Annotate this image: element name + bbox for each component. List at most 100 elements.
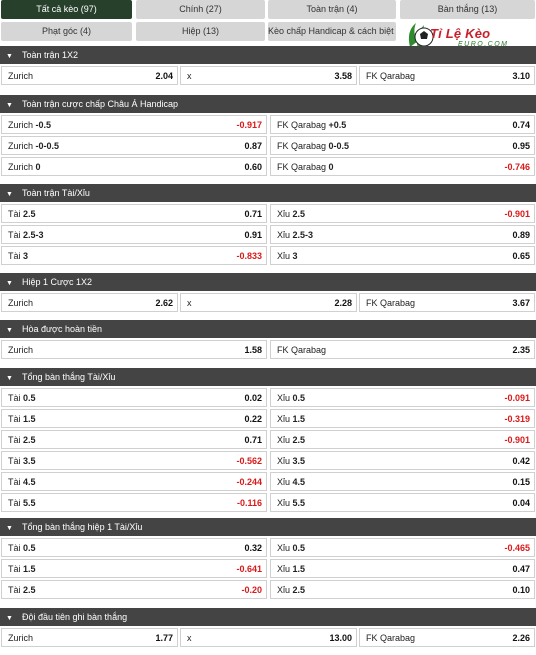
tab-corners[interactable]: Phạt góc (4): [1, 22, 132, 41]
outcome-label: Zurich: [8, 298, 33, 308]
odds-cell[interactable]: Tài 2.5 0.71: [1, 430, 267, 449]
odds-cell[interactable]: Tài 4.5 -0.244: [1, 472, 267, 491]
odds-cell[interactable]: Zurich -0-0.5 0.87: [1, 136, 267, 155]
odds-cell[interactable]: Xỉu 2.5 -0.901: [270, 204, 535, 223]
odds-cell[interactable]: Xỉu 3.5 0.42: [270, 451, 535, 470]
odds-cell[interactable]: Tài 1.5 0.22: [1, 409, 267, 428]
odds-cell[interactable]: Zurich 0 0.60: [1, 157, 267, 176]
handicap-line: 3: [23, 251, 29, 261]
tab-handicap[interactable]: Kèo chấp Handicap & cách biệt (3): [268, 22, 396, 41]
odds-cell[interactable]: FK Qarabag 2.35: [270, 340, 535, 359]
collapse-chevron-icon[interactable]: ▼: [6, 525, 13, 532]
section-header[interactable]: ▼ Hiệp 1 Cược 1X2: [0, 273, 536, 291]
section-header[interactable]: ▼ Đội đầu tiên ghi bàn thắng: [0, 608, 536, 626]
section-header[interactable]: ▼ Tổng bàn thắng Tài/Xỉu: [0, 368, 536, 386]
odds-value: 0.91: [244, 230, 262, 240]
outcome-name: FK Qarabag: [277, 120, 327, 130]
handicap-line: 4.5: [23, 477, 36, 487]
odds-cell[interactable]: Xỉu 3 0.65: [270, 246, 535, 265]
outcome-name: x: [187, 298, 192, 308]
collapse-chevron-icon[interactable]: ▼: [6, 102, 13, 109]
odds-value: 0.60: [244, 162, 262, 172]
odds-cell[interactable]: Tài 5.5 -0.116: [1, 493, 267, 512]
odds-cell[interactable]: Tài 3 -0.833: [1, 246, 267, 265]
odds-cell[interactable]: FK Qarabag 0-0.5 0.95: [270, 136, 535, 155]
odds-cell[interactable]: Zurich 2.62: [1, 293, 178, 312]
odds-cell[interactable]: Tài 0.5 0.32: [1, 538, 267, 557]
odds-cell[interactable]: Xỉu 0.5 -0.091: [270, 388, 535, 407]
outcome-name: Xỉu: [277, 498, 291, 508]
tab-full-time[interactable]: Toàn trận (4): [268, 0, 396, 19]
section-header[interactable]: ▼ Toàn trận 1X2: [0, 46, 536, 64]
tab-goals[interactable]: Bàn thắng (13): [400, 0, 535, 19]
outcome-label: FK Qarabag: [366, 298, 415, 308]
odds-cell[interactable]: Tài 3.5 -0.562: [1, 451, 267, 470]
odds-cell[interactable]: Xỉu 1.5 0.47: [270, 559, 535, 578]
handicap-line: 2.5-3: [292, 230, 314, 240]
collapse-chevron-icon[interactable]: ▼: [6, 327, 13, 334]
odds-cell[interactable]: Tài 0.5 0.02: [1, 388, 267, 407]
outcome-name: Tài: [8, 564, 21, 574]
odds-cell[interactable]: Xỉu 2.5 -0.901: [270, 430, 535, 449]
odds-cell[interactable]: Tài 2.5 0.71: [1, 204, 267, 223]
handicap-line: +0.5: [328, 120, 347, 130]
collapse-chevron-icon[interactable]: ▼: [6, 53, 13, 60]
outcome-label: Tài 0.5: [8, 393, 36, 403]
section-header[interactable]: ▼ Toàn trận cược chấp Châu Á Handicap: [0, 95, 536, 113]
collapse-chevron-icon[interactable]: ▼: [6, 280, 13, 287]
outcome-name: Tài: [8, 393, 21, 403]
odds-cell[interactable]: Zurich 1.77: [1, 628, 178, 647]
handicap-line: 2.5: [292, 209, 306, 219]
odds-cell[interactable]: x 3.58: [180, 66, 357, 85]
outcome-name: Tài: [8, 435, 21, 445]
outcome-label: Zurich -0-0.5: [8, 141, 59, 151]
tab-all-markets[interactable]: Tất cả kèo (97): [1, 0, 132, 19]
odds-cell[interactable]: FK Qarabag 2.26: [359, 628, 535, 647]
odds-cell[interactable]: Tài 1.5 -0.641: [1, 559, 267, 578]
handicap-line: 0-0.5: [328, 141, 350, 151]
odds-cell[interactable]: Xỉu 1.5 -0.319: [270, 409, 535, 428]
handicap-line: 1.5: [292, 414, 306, 424]
odds-row: Tài 0.5 0.02 Xỉu 0.5 -0.091: [0, 388, 536, 407]
section-header[interactable]: ▼ Tổng bàn thắng hiệp 1 Tài/Xỉu: [0, 518, 536, 536]
section-header[interactable]: ▼ Hòa được hoàn tiền: [0, 320, 536, 338]
odds-cell[interactable]: x 2.28: [180, 293, 357, 312]
collapse-chevron-icon[interactable]: ▼: [6, 375, 13, 382]
tab-halves[interactable]: Hiệp (13): [136, 22, 265, 41]
odds-row: Tài 3 -0.833 Xỉu 3 0.65: [0, 246, 536, 265]
odds-cell[interactable]: Zurich 2.04: [1, 66, 178, 85]
handicap-line: 0: [328, 162, 334, 172]
odds-cell[interactable]: Zurich -0.5 -0.917: [1, 115, 267, 134]
odds-value: 0.74: [512, 120, 530, 130]
odds-cell[interactable]: Xỉu 2.5-3 0.89: [270, 225, 535, 244]
section-header[interactable]: ▼ Toàn trận Tài/Xỉu: [0, 184, 536, 202]
odds-cell[interactable]: FK Qarabag 3.67: [359, 293, 535, 312]
outcome-label: Zurich: [8, 633, 33, 643]
collapse-chevron-icon[interactable]: ▼: [6, 191, 13, 198]
tab-main[interactable]: Chính (27): [136, 0, 265, 19]
odds-cell[interactable]: FK Qarabag 3.10: [359, 66, 535, 85]
odds-cell[interactable]: x 13.00: [180, 628, 357, 647]
odds-cell[interactable]: Tài 2.5-3 0.91: [1, 225, 267, 244]
site-logo[interactable]: Tỉ Lệ Kèo EURO.COM: [400, 17, 536, 53]
odds-cell[interactable]: Tài 2.5 -0.20: [1, 580, 267, 599]
collapse-chevron-icon[interactable]: ▼: [6, 615, 13, 622]
odds-cell[interactable]: FK Qarabag 0 -0.746: [270, 157, 535, 176]
odds-cell[interactable]: FK Qarabag +0.5 0.74: [270, 115, 535, 134]
odds-cell[interactable]: Zurich 1.58: [1, 340, 267, 359]
section-title: Toàn trận Tài/Xỉu: [22, 188, 90, 198]
odds-cell[interactable]: Xỉu 4.5 0.15: [270, 472, 535, 491]
outcome-label: Tài 2.5: [8, 435, 36, 445]
outcome-label: Xỉu 0.5: [277, 543, 305, 553]
odds-value: -0.641: [236, 564, 262, 574]
odds-cell[interactable]: Xỉu 2.5 0.10: [270, 580, 535, 599]
outcome-label: FK Qarabag 0: [277, 162, 334, 172]
odds-cell[interactable]: Xỉu 0.5 -0.465: [270, 538, 535, 557]
logo-domain-text: EURO.COM: [458, 41, 509, 48]
odds-row: Zurich 1.58 FK Qarabag 2.35: [0, 340, 536, 359]
odds-cell[interactable]: Xỉu 5.5 0.04: [270, 493, 535, 512]
outcome-name: Xỉu: [277, 585, 291, 595]
outcome-label: Xỉu 3.5: [277, 456, 305, 466]
odds-row: Tài 2.5 -0.20 Xỉu 2.5 0.10: [0, 580, 536, 599]
